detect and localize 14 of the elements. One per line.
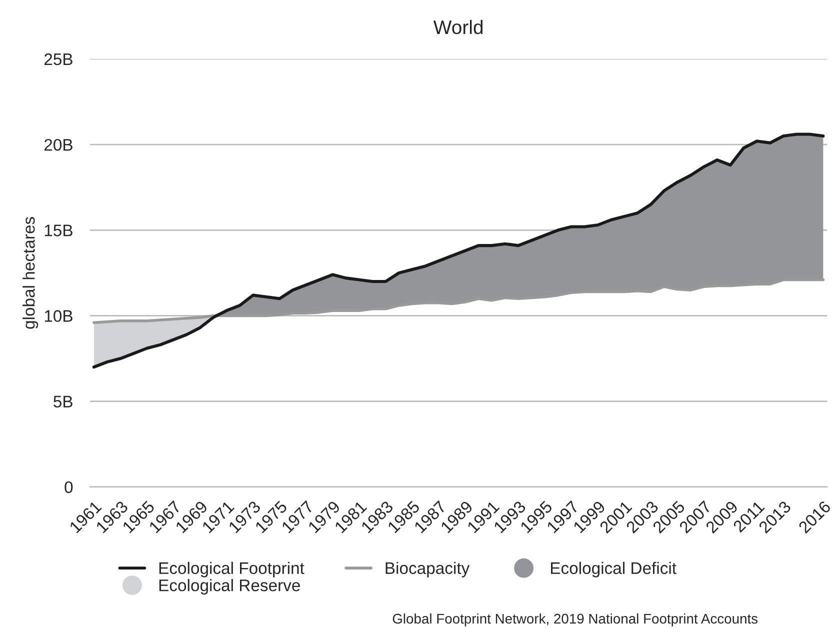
y-tick-label: 10B [44,310,72,322]
y-tick-label: 0 [64,481,73,494]
y-tick-label: 15B [44,224,72,236]
legend-label: Biocapacity [386,562,470,578]
chart-title: World [433,20,483,34]
y-tick-label: 20B [44,138,72,151]
line-series [92,132,825,369]
legend-label: Ecological Deficit [550,562,676,578]
y-tick-label: 25B [44,53,72,66]
y-tick-label: 5B [54,396,72,408]
text: Global Footprint Network, 2019 National Footprint Accounts [392,613,758,626]
legend-label: Ecological Footprint [159,562,304,578]
legend-label: Ecological Reserve [159,579,300,595]
y-axis-title: global hectares [22,217,38,329]
